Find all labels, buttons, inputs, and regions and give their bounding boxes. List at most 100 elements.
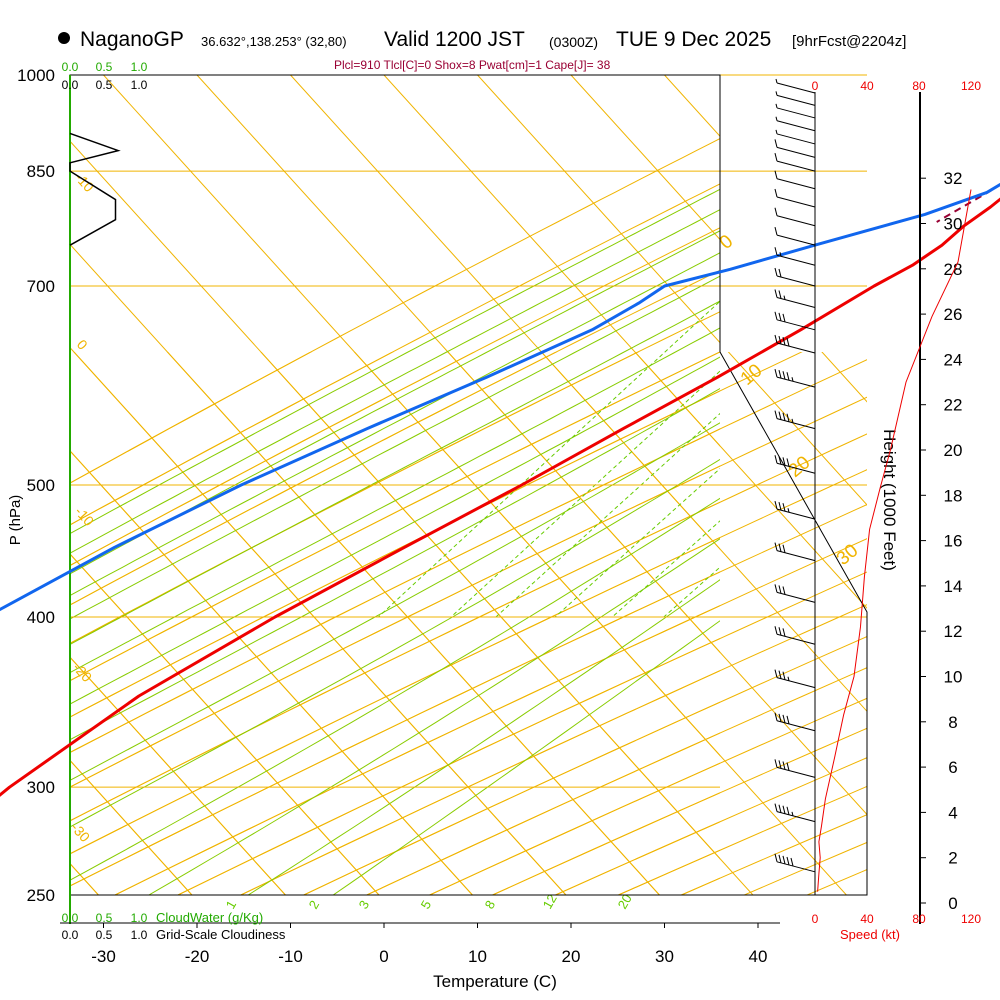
wind-speed-profile — [817, 189, 972, 892]
wind-barb — [774, 247, 816, 266]
mixing-ratio-label-5: 5 — [418, 898, 435, 912]
height-tick-32: 32 — [944, 169, 963, 188]
height-tick-10: 10 — [944, 668, 963, 687]
cloud-water-label: CloudWater (g/Kg) — [156, 910, 263, 925]
speed-top-tick-120: 120 — [961, 79, 981, 93]
dry-adiabat-120 — [303, 635, 867, 895]
wind-barb — [774, 626, 816, 645]
station-coords: 36.632°,138.253° (32,80) — [201, 34, 347, 49]
dry-adiabat-upper-20 — [70, 351, 720, 682]
dry-adiabat-upper--10 — [70, 227, 720, 567]
wind-barb — [775, 129, 816, 145]
cloud-water-top-tick-1: 0.5 — [96, 60, 113, 74]
height-tick-20: 20 — [944, 441, 963, 460]
dry-adiabat-label-3: 30 — [833, 540, 863, 570]
wind-barb — [774, 803, 816, 823]
isotherm-label-0: -10 — [72, 169, 98, 195]
temp-tick-20: 20 — [562, 947, 581, 966]
forecast-info: [9hrFcst@2204z] — [792, 33, 907, 50]
speed-bottom-tick-40: 40 — [860, 912, 874, 926]
speed-bottom-tick-80: 80 — [912, 912, 926, 926]
station-name: NaganoGP — [80, 28, 184, 51]
mixing-ratio-label-12: 12 — [540, 891, 560, 911]
wind-barb — [774, 542, 816, 562]
height-tick-12: 12 — [944, 622, 963, 641]
mixing-ratio-line-5 — [554, 467, 720, 618]
wind-barb — [774, 368, 816, 388]
cloudiness-label: Grid-Scale Cloudiness — [156, 927, 286, 942]
temp-tick-0: 0 — [379, 947, 388, 966]
pressure-tick-250: 250 — [27, 886, 55, 905]
temp-tick--20: -20 — [185, 947, 210, 966]
height-tick-22: 22 — [944, 396, 963, 415]
moist-adiabat-24 — [70, 497, 720, 881]
pressure-tick-300: 300 — [27, 778, 55, 797]
dry-adiabat-110 — [240, 604, 867, 895]
moist-adiabat-12 — [70, 388, 720, 741]
isotherm-label-1: 0 — [74, 336, 91, 353]
cloud-water-bottom-tick-0: 0.0 — [62, 911, 79, 925]
cloudiness-top-tick-2: 1.0 — [131, 78, 148, 92]
height-tick-24: 24 — [944, 350, 963, 369]
speed-top-tick-0: 0 — [812, 79, 819, 93]
cloudiness-top-tick-0: 0.0 — [62, 78, 79, 92]
height-axis-label: Height (1000 Feet) — [880, 429, 899, 571]
speed-top-tick-40: 40 — [860, 79, 874, 93]
moist-adiabat-8 — [70, 356, 720, 705]
height-tick-14: 14 — [944, 577, 963, 596]
height-tick-6: 6 — [948, 758, 957, 777]
moist-adiabat--16 — [70, 209, 720, 554]
wind-barb — [774, 759, 816, 778]
cloud-water-top-tick-0: 0.0 — [62, 60, 79, 74]
wind-barb — [774, 227, 816, 246]
moist-adiabat--4 — [70, 275, 720, 620]
cloudiness-profile — [69, 132, 121, 246]
wind-barb — [775, 116, 816, 132]
wind-barb — [774, 289, 816, 308]
temp-tick--10: -10 — [278, 947, 303, 966]
parcel-trace — [936, 183, 1000, 223]
wind-barb — [774, 267, 816, 287]
moist-adiabat-0 — [70, 300, 720, 645]
dry-adiabat-upper-90 — [114, 605, 720, 895]
wind-barb — [774, 207, 816, 227]
moist-adiabat-32 — [247, 579, 720, 895]
speed-bottom-tick-0: 0 — [812, 912, 819, 926]
mixing-ratio-line-8 — [611, 520, 720, 618]
cloudiness-bottom-tick-2: 1.0 — [131, 928, 148, 942]
height-tick-4: 4 — [948, 803, 957, 822]
height-tick-26: 26 — [944, 305, 963, 324]
utc-time: (0300Z) — [549, 34, 599, 50]
dry-adiabat-upper-100 — [177, 637, 720, 895]
moist-adiabat-16 — [70, 422, 720, 781]
wind-barb — [774, 410, 816, 430]
dry-adiabat-upper--20 — [70, 183, 720, 526]
wind-barb — [774, 334, 816, 354]
wind-barb — [775, 103, 816, 119]
dry-adiabat-upper-60 — [70, 501, 720, 822]
isotherm-label-4: -30 — [68, 819, 94, 845]
cloud-water-top-tick-2: 1.0 — [131, 60, 148, 74]
wind-barb — [774, 455, 816, 474]
moist-adiabat--12 — [70, 230, 720, 575]
dry-adiabat-upper-50 — [70, 465, 720, 788]
cloud-water-bottom-tick-1: 0.5 — [96, 911, 113, 925]
wind-barb — [774, 669, 816, 689]
cloudiness-top-tick-1: 0.5 — [96, 78, 113, 92]
moist-adiabat-36 — [332, 620, 720, 895]
pressure-tick-500: 500 — [27, 476, 55, 495]
station-marker-icon — [58, 32, 70, 44]
height-tick-16: 16 — [944, 532, 963, 551]
cloud-water-bottom-tick-2: 1.0 — [131, 911, 148, 925]
pressure-tick-700: 700 — [27, 277, 55, 296]
wind-barb — [774, 853, 816, 873]
mixing-ratio-label-2: 2 — [306, 898, 323, 912]
isotherm-upper-0 — [383, 75, 720, 447]
dry-adiabat-upper--30 — [70, 138, 720, 484]
wind-barb — [774, 170, 816, 190]
temperature-trace — [0, 197, 1000, 797]
dry-adiabat-upper-40 — [70, 428, 720, 754]
height-tick-18: 18 — [944, 486, 963, 505]
isotherm-upper-10 — [477, 75, 720, 344]
